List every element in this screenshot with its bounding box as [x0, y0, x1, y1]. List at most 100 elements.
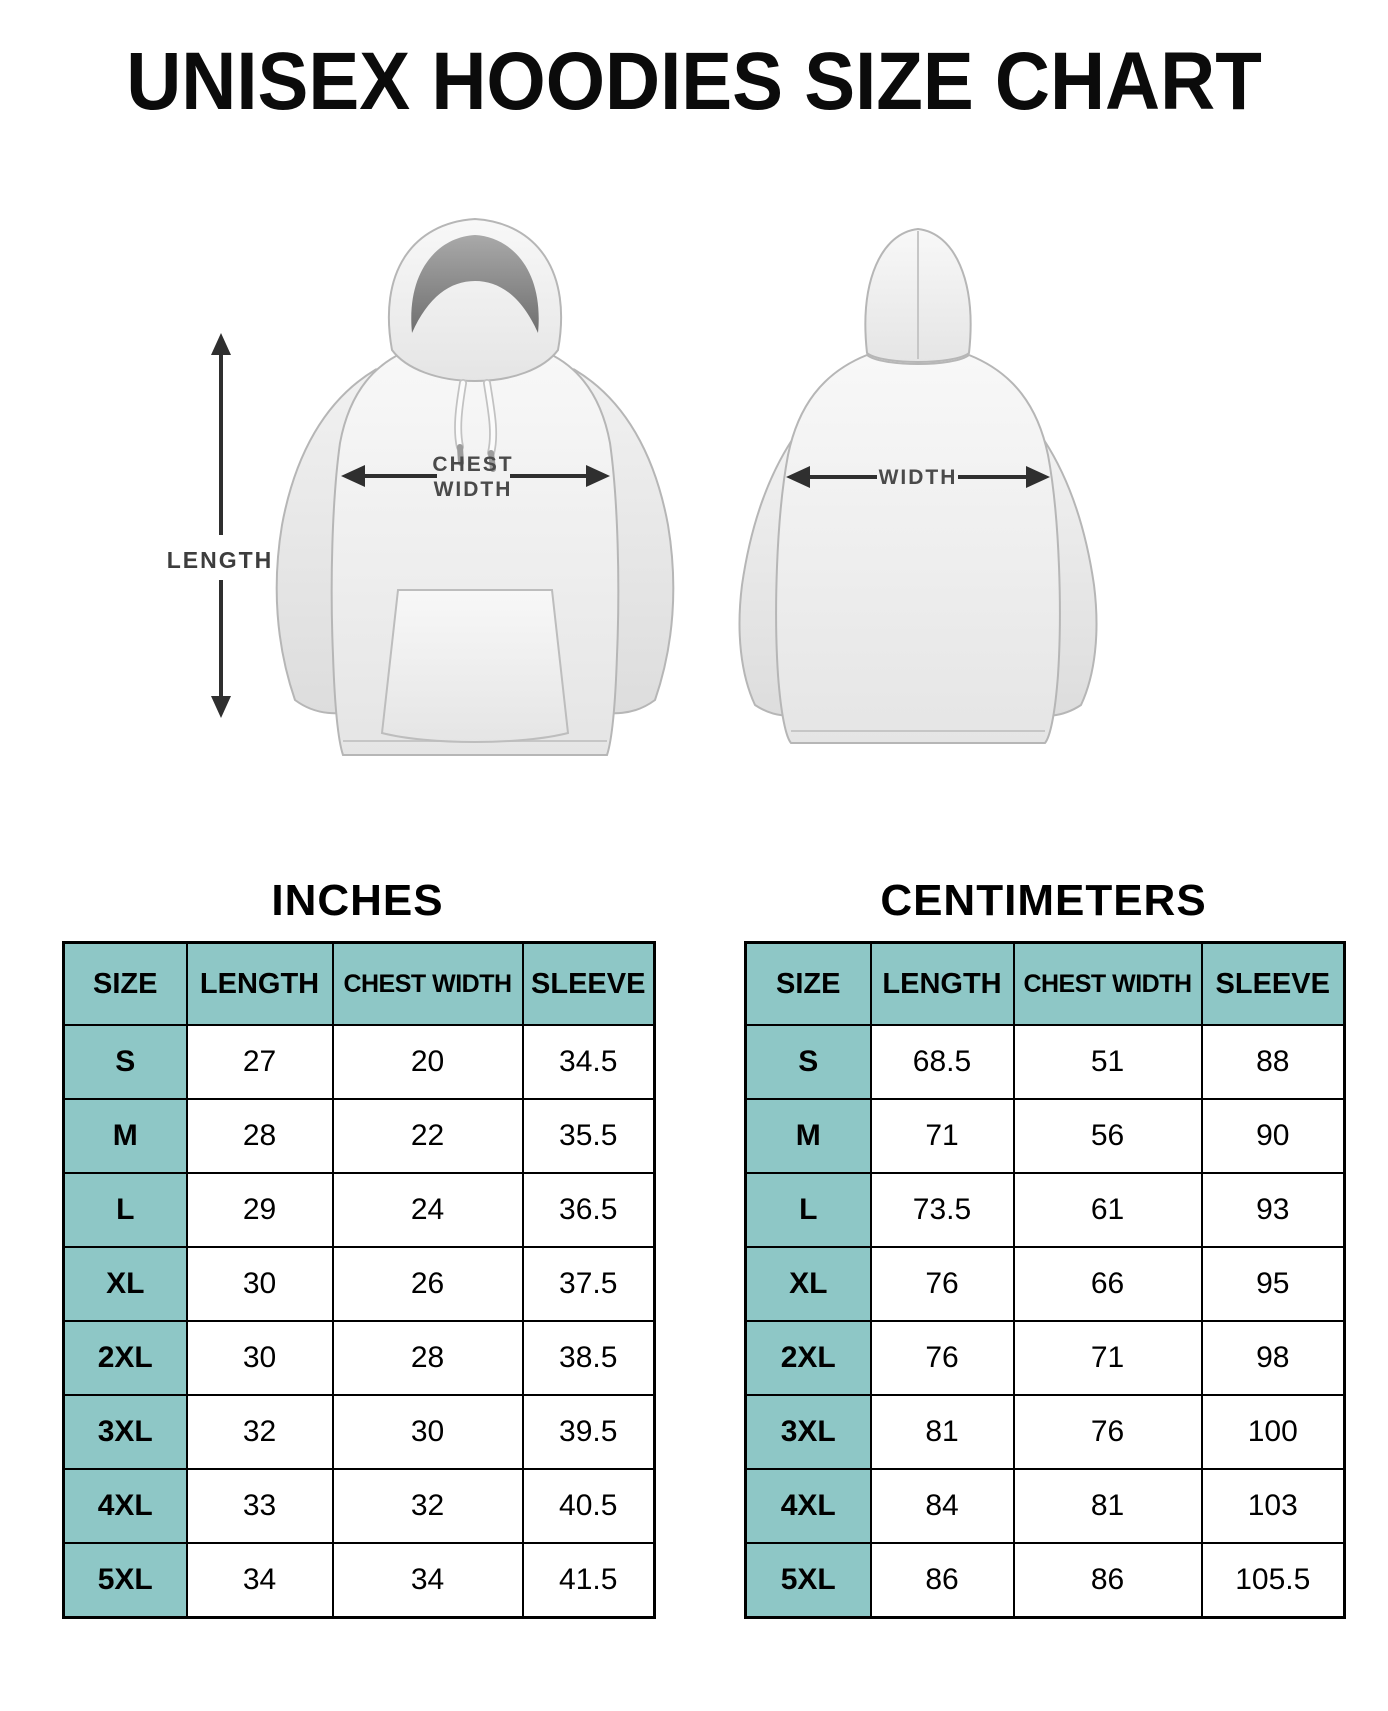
value-cell: 76 [869, 1246, 1015, 1322]
value-cell: 61 [1012, 1172, 1203, 1248]
centimeters-title: CENTIMETERS [880, 876, 1207, 925]
value-cell: 84 [869, 1468, 1015, 1544]
front-pocket [380, 589, 570, 743]
value-cell: 100 [1200, 1394, 1346, 1470]
value-cell: 51 [1012, 1024, 1203, 1100]
value-cell: 73.5 [869, 1172, 1015, 1248]
value-cell: 103 [1200, 1468, 1346, 1544]
table-row: S 27 20 34.5 [62, 1024, 656, 1100]
chest-width-label-line2: WIDTH [434, 478, 513, 501]
size-cell: M [62, 1098, 188, 1174]
header-cell-chest-width: CHEST WIDTH [1012, 941, 1203, 1026]
value-cell: 34 [185, 1542, 334, 1618]
header-cell-sleeve: SLEEVE [521, 941, 656, 1026]
table-row: 2XL 30 28 38.5 [62, 1320, 656, 1396]
value-cell: 93 [1200, 1172, 1346, 1248]
front-hood-lining [411, 235, 539, 333]
inches-table: SIZE LENGTH CHEST WIDTH SLEEVE S 27 20 3… [62, 941, 656, 1619]
value-cell: 66 [1012, 1246, 1203, 1322]
value-cell: 32 [331, 1468, 524, 1544]
hoodie-measurement-diagram: LENGTH CHEST WIDTH WIDTH [130, 185, 1120, 775]
value-cell: 76 [1012, 1394, 1203, 1470]
size-cell: 2XL [744, 1320, 872, 1396]
table-row: 2XL 76 71 98 [744, 1320, 1346, 1396]
value-cell: 86 [1012, 1542, 1203, 1618]
value-cell: 35.5 [521, 1098, 656, 1174]
length-arrow: LENGTH [167, 333, 274, 718]
table-row: 3XL 81 76 100 [744, 1394, 1346, 1470]
page-title: UNISEX HOODIES SIZE CHART [126, 36, 1262, 127]
value-cell: 24 [331, 1172, 524, 1248]
table-row: 4XL 84 81 103 [744, 1468, 1346, 1544]
table-row: XL 30 26 37.5 [62, 1246, 656, 1322]
value-cell: 32 [185, 1394, 334, 1470]
size-cell: 3XL [744, 1394, 872, 1470]
value-cell: 71 [869, 1098, 1015, 1174]
width-arrow: WIDTH [786, 466, 1050, 489]
table-row: M 28 22 35.5 [62, 1098, 656, 1174]
table-row: L 73.5 61 93 [744, 1172, 1346, 1248]
table-row: L 29 24 36.5 [62, 1172, 656, 1248]
size-cell: XL [62, 1246, 188, 1322]
size-cell: L [744, 1172, 872, 1248]
value-cell: 28 [185, 1098, 334, 1174]
value-cell: 40.5 [521, 1468, 656, 1544]
value-cell: 29 [185, 1172, 334, 1248]
table-header-row: SIZE LENGTH CHEST WIDTH SLEEVE [62, 941, 656, 1026]
size-cell: L [62, 1172, 188, 1248]
size-cell: 5XL [62, 1542, 188, 1618]
value-cell: 81 [1012, 1468, 1203, 1544]
hoodie-back-view [738, 227, 1098, 744]
table-row: 4XL 33 32 40.5 [62, 1468, 656, 1544]
value-cell: 20 [331, 1024, 524, 1100]
size-cell: 5XL [744, 1542, 872, 1618]
header-cell-length: LENGTH [185, 941, 334, 1026]
value-cell: 95 [1200, 1246, 1346, 1322]
size-cell: S [62, 1024, 188, 1100]
length-label: LENGTH [167, 547, 274, 573]
value-cell: 34.5 [521, 1024, 656, 1100]
size-cell: 4XL [744, 1468, 872, 1544]
value-cell: 37.5 [521, 1246, 656, 1322]
value-cell: 27 [185, 1024, 334, 1100]
hood-drawstrings [454, 379, 498, 472]
size-cell: 4XL [62, 1468, 188, 1544]
value-cell: 38.5 [521, 1320, 656, 1396]
size-cell: S [744, 1024, 872, 1100]
header-cell-sleeve: SLEEVE [1200, 941, 1346, 1026]
value-cell: 68.5 [869, 1024, 1015, 1100]
chest-width-arrow: CHEST WIDTH [341, 453, 610, 501]
value-cell: 71 [1012, 1320, 1203, 1396]
value-cell: 28 [331, 1320, 524, 1396]
table-row: 5XL 86 86 105.5 [744, 1542, 1346, 1618]
header-cell-length: LENGTH [869, 941, 1015, 1026]
centimeters-table: SIZE LENGTH CHEST WIDTH SLEEVE S 68.5 51… [744, 941, 1346, 1619]
hoodie-diagram-svg: LENGTH CHEST WIDTH WIDTH [167, 217, 1098, 756]
centimeters-section: CENTIMETERS SIZE LENGTH CHEST WIDTH SLEE… [744, 876, 1346, 1619]
value-cell: 39.5 [521, 1394, 656, 1470]
header-cell-chest-width: CHEST WIDTH [331, 941, 524, 1026]
inches-section: INCHES SIZE LENGTH CHEST WIDTH SLEEVE S [62, 876, 656, 1619]
value-cell: 105.5 [1200, 1542, 1346, 1618]
table-row: S 68.5 51 88 [744, 1024, 1346, 1100]
chest-width-label-line1: CHEST [432, 453, 513, 476]
table-header-row: SIZE LENGTH CHEST WIDTH SLEEVE [744, 941, 1346, 1026]
header-cell-size: SIZE [744, 941, 872, 1026]
size-cell: M [744, 1098, 872, 1174]
value-cell: 76 [869, 1320, 1015, 1396]
value-cell: 36.5 [521, 1172, 656, 1248]
back-body [775, 353, 1061, 744]
table-row: M 71 56 90 [744, 1098, 1346, 1174]
header-cell-size: SIZE [62, 941, 188, 1026]
inches-title: INCHES [271, 876, 444, 925]
value-cell: 56 [1012, 1098, 1203, 1174]
size-cell: 2XL [62, 1320, 188, 1396]
size-cell: XL [744, 1246, 872, 1322]
value-cell: 41.5 [521, 1542, 656, 1618]
table-row: XL 76 66 95 [744, 1246, 1346, 1322]
value-cell: 86 [869, 1542, 1015, 1618]
value-cell: 30 [185, 1246, 334, 1322]
hoodie-front-view [275, 217, 675, 756]
value-cell: 88 [1200, 1024, 1346, 1100]
